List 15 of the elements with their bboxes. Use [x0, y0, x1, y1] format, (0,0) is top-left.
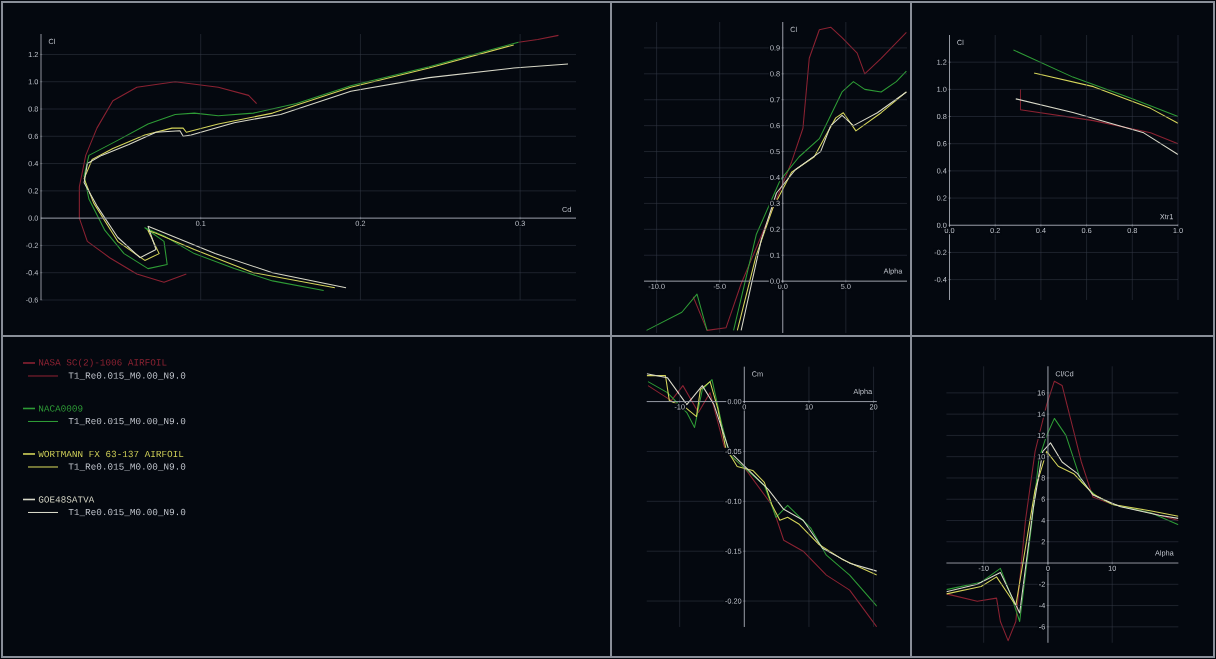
legend-label: GOE48SATVA	[38, 496, 95, 503]
line-series	[83, 63, 569, 289]
line-series	[1012, 49, 1179, 118]
text: T1_Re0.015_M0.00_N9.0	[68, 463, 186, 471]
text: T1_Re0.015_M0.00_N9.0	[68, 508, 186, 517]
text: T1_Re0.015_M0.00_N9.0	[68, 417, 186, 426]
legend-label: WORTMANN FX 63-137 AIRFOIL	[38, 450, 184, 458]
line-series	[1033, 72, 1179, 124]
line-series	[946, 380, 1179, 642]
text: T1_Re0.015_M0.00_N9.0	[68, 372, 186, 380]
legend-label: NASA SC(2)-1006 AIRFOIL	[39, 358, 167, 368]
legend-label: NACA0009	[39, 405, 83, 412]
line-series	[1019, 88, 1179, 145]
line-series	[692, 26, 907, 331]
line-series	[1015, 98, 1179, 156]
